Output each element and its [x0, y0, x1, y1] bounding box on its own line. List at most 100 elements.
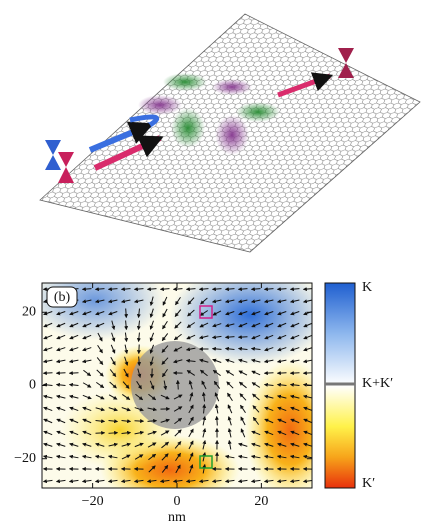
y-tick-label: −20 [14, 451, 36, 466]
lobe [171, 108, 205, 148]
arrow [188, 440, 194, 450]
arrow [240, 428, 246, 438]
arrow [199, 310, 209, 316]
arrow [199, 369, 208, 377]
arrow [250, 454, 261, 459]
arrow [186, 370, 196, 376]
arrow [173, 333, 182, 341]
arrow [186, 334, 196, 340]
arrow [251, 442, 261, 447]
arrow [238, 442, 248, 447]
arrow [123, 368, 129, 378]
arrow [227, 416, 232, 426]
arrow [276, 299, 287, 304]
arrow [161, 357, 169, 365]
arrow [81, 479, 92, 484]
arrow [198, 287, 209, 292]
arrow [263, 394, 274, 399]
arrow [302, 287, 312, 292]
arrow [263, 382, 274, 387]
arrow [237, 335, 248, 340]
arrow [42, 454, 53, 459]
arrow [303, 430, 312, 436]
arrow [187, 309, 195, 317]
arrow [173, 406, 183, 412]
arrow [237, 299, 248, 304]
arrow [225, 311, 235, 316]
arrow [251, 430, 261, 436]
arrow [108, 394, 118, 400]
arrow [69, 406, 79, 412]
arrow [121, 419, 132, 424]
arrow [277, 311, 287, 316]
arrow [252, 405, 260, 413]
arrow [224, 287, 235, 292]
arrow [276, 454, 287, 459]
arrow [120, 287, 131, 292]
arrow [82, 418, 92, 424]
arrow [124, 332, 129, 343]
arrow [146, 287, 157, 292]
arrow [94, 479, 105, 484]
arrow [111, 320, 116, 330]
arrow [277, 418, 287, 424]
arrow [211, 287, 222, 292]
arrow [121, 454, 131, 460]
arrow [82, 382, 92, 388]
arrow [225, 358, 235, 363]
arrow [56, 442, 66, 447]
arrow [43, 442, 53, 447]
arrow [277, 72, 334, 98]
arrow [68, 394, 79, 399]
arrow [56, 406, 66, 412]
arrow [124, 308, 129, 319]
arrow [160, 418, 170, 423]
arrow [133, 479, 144, 484]
arrow [108, 419, 119, 424]
arrow [121, 407, 131, 412]
arrow [149, 308, 154, 318]
arrow [135, 393, 144, 401]
arrow [201, 380, 207, 390]
arrow [189, 392, 194, 402]
arrow [238, 358, 248, 363]
arrow [276, 287, 287, 292]
arrow [251, 322, 261, 328]
arrow [69, 418, 79, 424]
arrow [149, 332, 155, 342]
arrow [202, 427, 207, 438]
arrow [110, 344, 116, 354]
arrow [303, 322, 312, 328]
arrow [121, 430, 132, 435]
arrow [185, 358, 196, 363]
arrow [302, 394, 312, 399]
arrow [172, 479, 183, 484]
arrow [263, 287, 274, 292]
arrow [108, 407, 118, 412]
arrow [199, 322, 209, 328]
arrow [159, 479, 170, 484]
panel-label: (b) [54, 290, 71, 305]
arrow [107, 287, 118, 292]
arrow [263, 454, 274, 459]
arrow [55, 359, 66, 364]
arrow [56, 347, 66, 352]
arrow [238, 311, 248, 316]
arrow [175, 452, 181, 462]
arrow [237, 454, 248, 459]
x-tick-label: −20 [82, 494, 104, 509]
arrow [302, 359, 312, 364]
arrow [289, 454, 300, 459]
arrow [82, 322, 92, 328]
arrow [148, 393, 157, 401]
arrow [198, 335, 209, 340]
colorbar-label: K′ [362, 476, 375, 491]
arrow [250, 299, 261, 304]
arrow [81, 359, 92, 364]
arrow [187, 297, 195, 305]
arrow [303, 418, 312, 424]
arrow [289, 394, 300, 399]
arrow [147, 418, 158, 423]
arrow [175, 296, 181, 306]
arrow [149, 344, 155, 354]
